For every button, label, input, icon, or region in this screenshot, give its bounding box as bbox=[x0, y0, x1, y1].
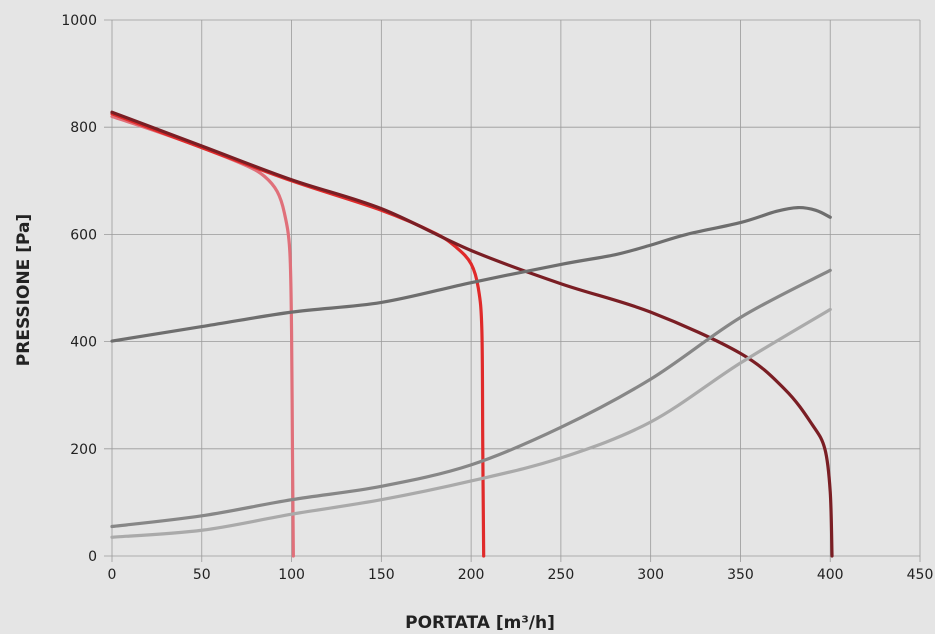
y-tick-label: 1000 bbox=[61, 13, 97, 29]
x-tick-label: 0 bbox=[108, 567, 117, 583]
series-line-4 bbox=[110, 205, 832, 343]
y-tick-labels: 0 200 400 600 800 1000 bbox=[61, 13, 97, 565]
x-tick-label: 450 bbox=[907, 567, 934, 583]
series-line-6 bbox=[110, 307, 832, 539]
grid bbox=[104, 19, 921, 562]
y-tick-label: 0 bbox=[88, 549, 97, 565]
series-line-5 bbox=[110, 268, 832, 529]
y-tick-label: 800 bbox=[70, 120, 97, 136]
x-tick-label: 50 bbox=[193, 567, 211, 583]
x-tick-label: 350 bbox=[727, 567, 754, 583]
x-tick-label: 100 bbox=[278, 567, 305, 583]
series-line-3 bbox=[110, 110, 834, 558]
x-tick-label: 400 bbox=[817, 567, 844, 583]
x-tick-label: 200 bbox=[458, 567, 485, 583]
x-axis-title: PORTATA [m³/h] bbox=[405, 613, 555, 633]
y-tick-label: 200 bbox=[70, 442, 97, 458]
y-tick-label: 400 bbox=[70, 335, 97, 351]
x-tick-label: 300 bbox=[637, 567, 664, 583]
series-lines bbox=[110, 110, 834, 558]
y-axis-title: PRESSIONE [Pa] bbox=[14, 214, 34, 366]
x-tick-label: 150 bbox=[368, 567, 395, 583]
x-tick-label: 250 bbox=[548, 567, 575, 583]
x-tick-labels: 0 50 100 150 200 250 300 350 400 450 bbox=[108, 567, 934, 583]
y-tick-label: 600 bbox=[70, 227, 97, 243]
